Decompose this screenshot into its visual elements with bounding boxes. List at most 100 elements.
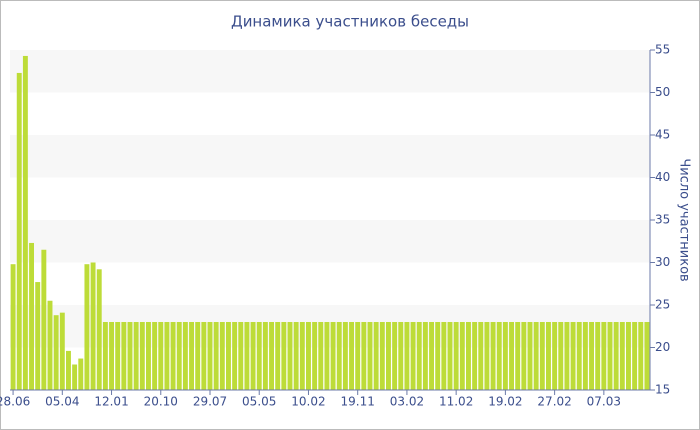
bar xyxy=(447,322,453,390)
bar xyxy=(250,322,256,390)
bar xyxy=(207,322,213,390)
bar xyxy=(53,315,59,390)
bar xyxy=(189,322,194,390)
bar xyxy=(502,322,508,390)
bar xyxy=(66,350,71,390)
bar xyxy=(226,322,231,390)
bar xyxy=(416,322,422,390)
bar xyxy=(361,322,367,390)
bar xyxy=(515,322,521,390)
y-tick-label: 55 xyxy=(655,43,670,57)
bar xyxy=(386,322,391,390)
x-tick-label: 05.05 xyxy=(242,395,276,409)
x-tick-label: 12.01 xyxy=(94,395,128,409)
bar xyxy=(527,322,533,390)
bar xyxy=(472,322,478,390)
x-tick-label: 11.02 xyxy=(439,395,473,409)
x-tick-label: 07.03 xyxy=(587,395,621,409)
bar xyxy=(59,312,65,390)
bar xyxy=(422,322,428,390)
bar xyxy=(121,322,127,390)
bar xyxy=(146,322,151,390)
bar xyxy=(182,322,188,390)
bar xyxy=(564,322,570,390)
bar xyxy=(607,322,613,390)
bar xyxy=(164,322,170,390)
bar xyxy=(410,322,416,390)
bar xyxy=(115,322,121,390)
bar xyxy=(195,322,201,390)
y-tick-label: 20 xyxy=(655,340,670,354)
x-tick-label: 03.02 xyxy=(390,395,424,409)
bar xyxy=(342,322,348,390)
bar xyxy=(238,322,244,390)
bar xyxy=(379,322,385,390)
bar xyxy=(84,264,90,390)
y-tick-label: 45 xyxy=(655,128,670,142)
bar xyxy=(429,322,434,390)
bar xyxy=(29,242,34,390)
bar xyxy=(109,322,114,390)
bar xyxy=(127,322,133,390)
band xyxy=(10,135,650,178)
y-tick-label: 30 xyxy=(655,255,670,269)
x-tick-label: 10.02 xyxy=(291,395,325,409)
bar xyxy=(558,322,564,390)
y-axis-label: Число участников xyxy=(677,158,692,281)
bar xyxy=(595,322,601,390)
y-tick-label: 25 xyxy=(655,298,670,312)
bar xyxy=(256,322,262,390)
bar xyxy=(552,322,558,390)
bar xyxy=(287,322,293,390)
bar xyxy=(213,322,219,390)
bar xyxy=(478,322,484,390)
x-tick-label: 28.06 xyxy=(0,395,30,409)
bar xyxy=(269,322,274,390)
bar xyxy=(619,322,625,390)
bar xyxy=(404,322,410,390)
bar xyxy=(35,282,41,390)
bar xyxy=(355,322,361,390)
x-tick-label: 27.02 xyxy=(537,395,571,409)
x-tick-label: 05.04 xyxy=(45,395,79,409)
bar xyxy=(336,322,342,390)
y-tick-label: 40 xyxy=(655,170,670,184)
bar xyxy=(306,322,311,390)
bar xyxy=(262,322,268,390)
bar xyxy=(349,322,354,390)
bar xyxy=(644,322,650,390)
bar xyxy=(539,322,545,390)
bar xyxy=(496,322,502,390)
bar xyxy=(392,322,398,390)
bar xyxy=(533,322,539,390)
x-tick-label: 19.02 xyxy=(488,395,522,409)
bar xyxy=(367,322,373,390)
y-tick-label: 35 xyxy=(655,213,670,227)
bar xyxy=(484,322,490,390)
bar xyxy=(490,322,496,390)
bar xyxy=(299,322,305,390)
bar xyxy=(632,322,638,390)
bar xyxy=(176,322,182,390)
bar xyxy=(638,322,644,390)
bar xyxy=(589,322,594,390)
bar xyxy=(158,322,164,390)
x-tick-label: 19.11 xyxy=(341,395,375,409)
bar xyxy=(201,322,207,390)
bar xyxy=(546,322,551,390)
bar xyxy=(139,322,145,390)
bar xyxy=(398,322,404,390)
bar xyxy=(318,322,324,390)
bar xyxy=(435,322,441,390)
chart-title: Динамика участников беседы xyxy=(231,13,469,31)
bar xyxy=(330,322,336,390)
bar xyxy=(10,264,16,390)
bar xyxy=(244,322,250,390)
bar xyxy=(232,322,238,390)
bar xyxy=(312,322,318,390)
bar xyxy=(16,72,22,390)
y-tick-label: 50 xyxy=(655,85,670,99)
bar xyxy=(22,55,28,390)
bar xyxy=(324,322,330,390)
